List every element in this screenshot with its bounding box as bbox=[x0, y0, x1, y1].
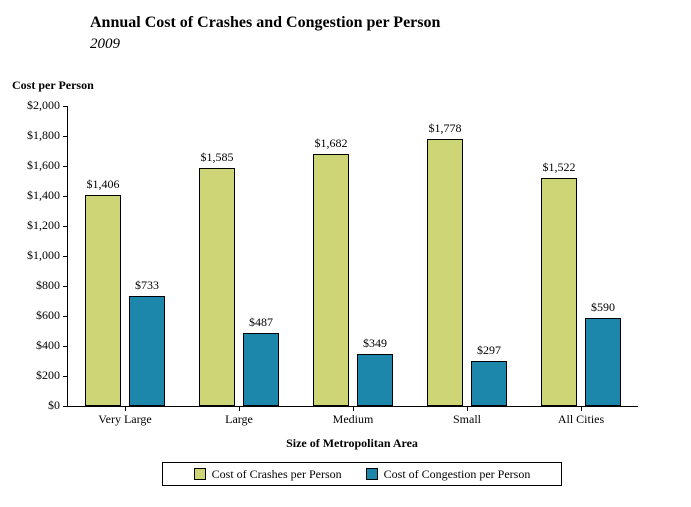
legend-swatch bbox=[194, 468, 206, 480]
legend-item: Cost of Congestion per Person bbox=[366, 467, 531, 482]
legend-label: Cost of Congestion per Person bbox=[384, 467, 531, 482]
x-tick-mark bbox=[581, 406, 582, 411]
x-axis-title: Size of Metropolitan Area bbox=[67, 436, 637, 451]
bar-value-label: $349 bbox=[345, 336, 405, 351]
x-tick-label: Very Large bbox=[68, 412, 182, 427]
y-tick-label: $2,000 bbox=[10, 98, 60, 113]
legend-item: Cost of Crashes per Person bbox=[194, 467, 342, 482]
chart-container: Annual Cost of Crashes and Congestion pe… bbox=[0, 0, 691, 507]
x-tick-label: Medium bbox=[296, 412, 410, 427]
y-tick-mark bbox=[63, 316, 68, 317]
y-tick-mark bbox=[63, 376, 68, 377]
y-tick-mark bbox=[63, 166, 68, 167]
y-tick-mark bbox=[63, 226, 68, 227]
chart-title: Annual Cost of Crashes and Congestion pe… bbox=[90, 14, 440, 32]
bar bbox=[427, 139, 463, 406]
bar-value-label: $297 bbox=[459, 343, 519, 358]
y-tick-mark bbox=[63, 406, 68, 407]
y-tick-mark bbox=[63, 346, 68, 347]
y-tick-label: $0 bbox=[10, 398, 60, 413]
y-tick-label: $1,800 bbox=[10, 128, 60, 143]
x-tick-label: Small bbox=[410, 412, 524, 427]
plot-area: $0$200$400$600$800$1,000$1,200$1,400$1,6… bbox=[67, 106, 638, 407]
y-tick-mark bbox=[63, 286, 68, 287]
y-tick-label: $1,600 bbox=[10, 158, 60, 173]
y-tick-mark bbox=[63, 106, 68, 107]
bar bbox=[541, 178, 577, 406]
bar bbox=[357, 354, 393, 406]
bar-value-label: $487 bbox=[231, 315, 291, 330]
y-tick-label: $600 bbox=[10, 308, 60, 323]
y-tick-mark bbox=[63, 256, 68, 257]
legend-swatch bbox=[366, 468, 378, 480]
x-tick-label: All Cities bbox=[524, 412, 638, 427]
y-tick-mark bbox=[63, 136, 68, 137]
bar-value-label: $733 bbox=[117, 278, 177, 293]
x-tick-mark bbox=[239, 406, 240, 411]
legend: Cost of Crashes per Person Cost of Conges… bbox=[162, 462, 562, 486]
chart-subtitle: 2009 bbox=[90, 36, 120, 53]
bar bbox=[129, 296, 165, 406]
bar-value-label: $1,682 bbox=[301, 136, 361, 151]
bar bbox=[585, 318, 621, 407]
y-tick-label: $1,400 bbox=[10, 188, 60, 203]
bar bbox=[313, 154, 349, 406]
y-tick-label: $200 bbox=[10, 368, 60, 383]
bar-value-label: $1,406 bbox=[73, 177, 133, 192]
bar-value-label: $1,522 bbox=[529, 160, 589, 175]
y-tick-mark bbox=[63, 196, 68, 197]
x-tick-mark bbox=[125, 406, 126, 411]
bar-value-label: $590 bbox=[573, 300, 633, 315]
bar bbox=[85, 195, 121, 406]
x-tick-mark bbox=[353, 406, 354, 411]
bar-value-label: $1,778 bbox=[415, 121, 475, 136]
bar bbox=[199, 168, 235, 406]
legend-label: Cost of Crashes per Person bbox=[212, 467, 342, 482]
y-tick-label: $800 bbox=[10, 278, 60, 293]
x-tick-label: Large bbox=[182, 412, 296, 427]
y-tick-label: $1,200 bbox=[10, 218, 60, 233]
bar-value-label: $1,585 bbox=[187, 150, 247, 165]
y-tick-label: $1,000 bbox=[10, 248, 60, 263]
bar bbox=[471, 361, 507, 406]
y-tick-label: $400 bbox=[10, 338, 60, 353]
x-tick-mark bbox=[467, 406, 468, 411]
bar bbox=[243, 333, 279, 406]
y-axis-title: Cost per Person bbox=[12, 78, 94, 93]
